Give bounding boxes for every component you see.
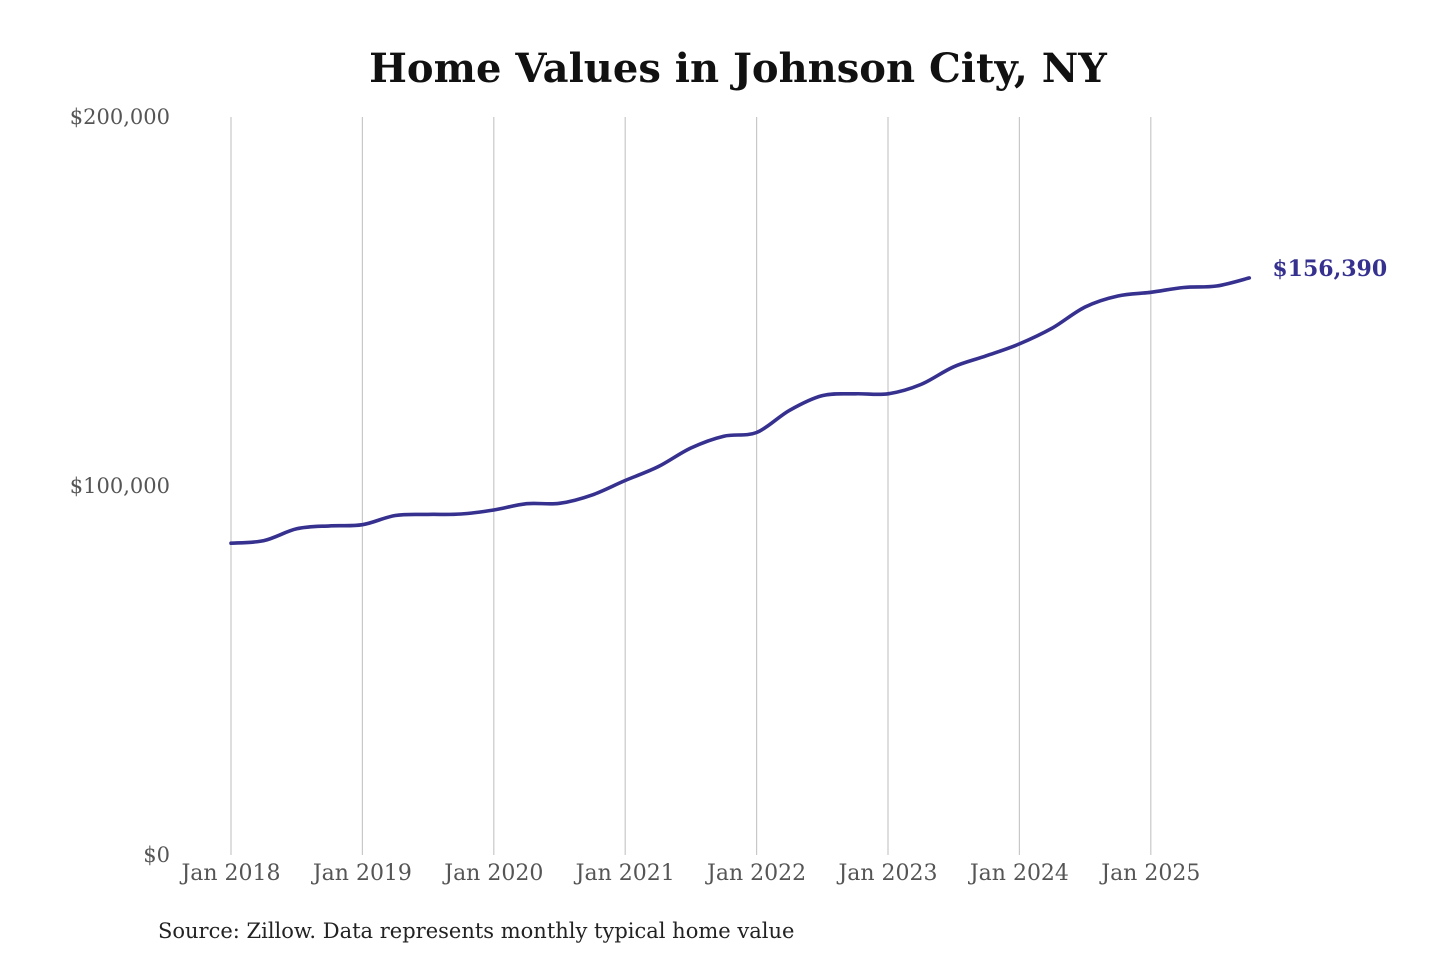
x-tick-label: Jan 2025 <box>1099 861 1200 886</box>
chart-title: Home Values in Johnson City, NY <box>369 45 1107 92</box>
x-tick-label: Jan 2023 <box>836 861 937 886</box>
y-axis: $0 $100,000 $200,000 <box>70 105 170 867</box>
series-line <box>229 276 1252 545</box>
y-tick-label: $200,000 <box>70 105 170 129</box>
x-tick-label: Jan 2024 <box>968 861 1069 886</box>
x-tick-label: Jan 2020 <box>442 861 543 886</box>
end-value-label: $156,390 <box>1272 256 1387 282</box>
x-tick-label: Jan 2018 <box>179 861 280 886</box>
x-tick-label: Jan 2022 <box>705 861 806 886</box>
grid-lines <box>230 117 1152 855</box>
y-tick-label: $100,000 <box>70 474 170 498</box>
x-tick-label: Jan 2021 <box>574 861 675 886</box>
y-tick-label: $0 <box>143 843 170 867</box>
x-tick-label: Jan 2019 <box>311 861 412 886</box>
series-layer: $156,390 <box>229 256 1387 545</box>
x-axis: Jan 2018 Jan 2019 Jan 2020 Jan 2021 Jan 2022… <box>179 861 1200 886</box>
source-note: Source: Zillow. Data represents monthly … <box>158 919 794 943</box>
